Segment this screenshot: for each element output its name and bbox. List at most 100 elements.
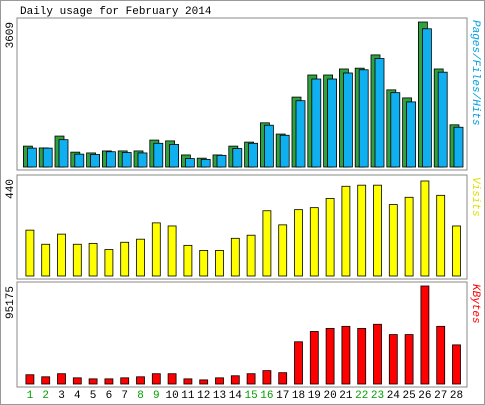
bar xyxy=(41,376,51,385)
bar xyxy=(42,147,53,168)
bar xyxy=(121,152,132,168)
x-tick-label: 14 xyxy=(229,390,243,402)
bar xyxy=(294,341,303,385)
bar xyxy=(230,375,240,385)
bar xyxy=(262,210,272,277)
bar xyxy=(437,71,448,168)
x-tick-label: 6 xyxy=(106,390,113,402)
x-tick-label: 25 xyxy=(402,390,415,402)
bar xyxy=(151,222,161,277)
bar xyxy=(232,148,243,168)
x-tick-label: 20 xyxy=(323,390,336,402)
bar xyxy=(120,241,130,277)
bar xyxy=(248,142,259,168)
bar xyxy=(151,373,161,385)
y-axis-label: Pages/Files/Hits xyxy=(469,20,481,126)
x-tick-label: 4 xyxy=(74,390,81,402)
bar xyxy=(216,154,227,168)
bar xyxy=(215,250,224,277)
y-axis-label: KBytes xyxy=(469,284,481,324)
bar xyxy=(199,379,209,385)
x-tick-label: 28 xyxy=(450,390,463,402)
bar xyxy=(406,101,417,168)
bar xyxy=(74,153,85,168)
bar xyxy=(263,124,274,168)
bar xyxy=(25,229,35,277)
bar xyxy=(26,147,37,168)
x-tick-label: 17 xyxy=(276,390,289,402)
bar xyxy=(41,243,51,277)
bar xyxy=(72,243,82,277)
bar xyxy=(404,196,414,277)
bar xyxy=(215,377,224,385)
bar xyxy=(104,249,114,277)
bar xyxy=(169,144,180,168)
bar xyxy=(373,184,382,277)
y-axis-label: Visits xyxy=(469,177,481,217)
panel-frame xyxy=(16,281,468,388)
x-tick-label: 21 xyxy=(339,390,353,402)
y-tick-label: 3609 xyxy=(5,22,17,48)
x-tick-label: 23 xyxy=(371,390,384,402)
x-tick-label: 12 xyxy=(197,390,210,402)
x-tick-label: 16 xyxy=(260,390,273,402)
x-tick-label: 9 xyxy=(153,390,160,402)
bar xyxy=(390,92,401,168)
bar xyxy=(57,373,66,385)
x-tick-label: 18 xyxy=(292,390,305,402)
bar xyxy=(199,250,209,277)
x-tick-label: 10 xyxy=(165,390,178,402)
bar xyxy=(25,374,35,385)
bar xyxy=(341,185,351,277)
bar xyxy=(420,180,430,277)
bar xyxy=(183,378,193,385)
bar xyxy=(184,158,195,168)
bar xyxy=(278,224,288,277)
x-tick-label: 13 xyxy=(213,390,226,402)
bar xyxy=(72,377,82,385)
bar xyxy=(325,197,335,277)
y-tick-label: 95175 xyxy=(5,286,17,319)
bar xyxy=(106,151,116,168)
chart-title: Daily usage for February 2014 xyxy=(20,6,212,18)
x-tick-label: 11 xyxy=(181,390,195,402)
x-tick-label: 2 xyxy=(42,390,49,402)
bar xyxy=(420,285,430,385)
bar xyxy=(279,134,290,168)
bar xyxy=(88,242,98,277)
bar xyxy=(327,78,338,168)
bar xyxy=(452,344,461,385)
bar xyxy=(262,370,272,385)
panel-frame xyxy=(16,174,468,280)
bar xyxy=(309,207,319,277)
bar xyxy=(357,327,367,385)
bar xyxy=(167,373,177,385)
x-tick-label: 1 xyxy=(27,390,34,402)
bar xyxy=(325,327,335,385)
bar xyxy=(373,323,382,385)
bar xyxy=(311,78,322,168)
bar xyxy=(167,225,177,277)
bar xyxy=(136,238,145,277)
bar xyxy=(452,225,461,277)
bar xyxy=(295,100,306,168)
bar xyxy=(358,69,369,168)
bar xyxy=(120,377,130,385)
bar xyxy=(421,28,432,168)
bar xyxy=(357,184,367,277)
bar xyxy=(136,376,145,385)
bar xyxy=(294,209,303,277)
bar xyxy=(104,378,114,385)
bar xyxy=(436,325,446,385)
bar xyxy=(246,234,256,277)
bar xyxy=(342,72,353,168)
bar xyxy=(436,194,446,277)
bar xyxy=(388,334,398,385)
x-tick-label: 22 xyxy=(355,390,368,402)
x-tick-label: 24 xyxy=(387,390,401,402)
x-tick-label: 15 xyxy=(244,390,257,402)
bar xyxy=(200,158,211,168)
bar xyxy=(88,378,98,385)
